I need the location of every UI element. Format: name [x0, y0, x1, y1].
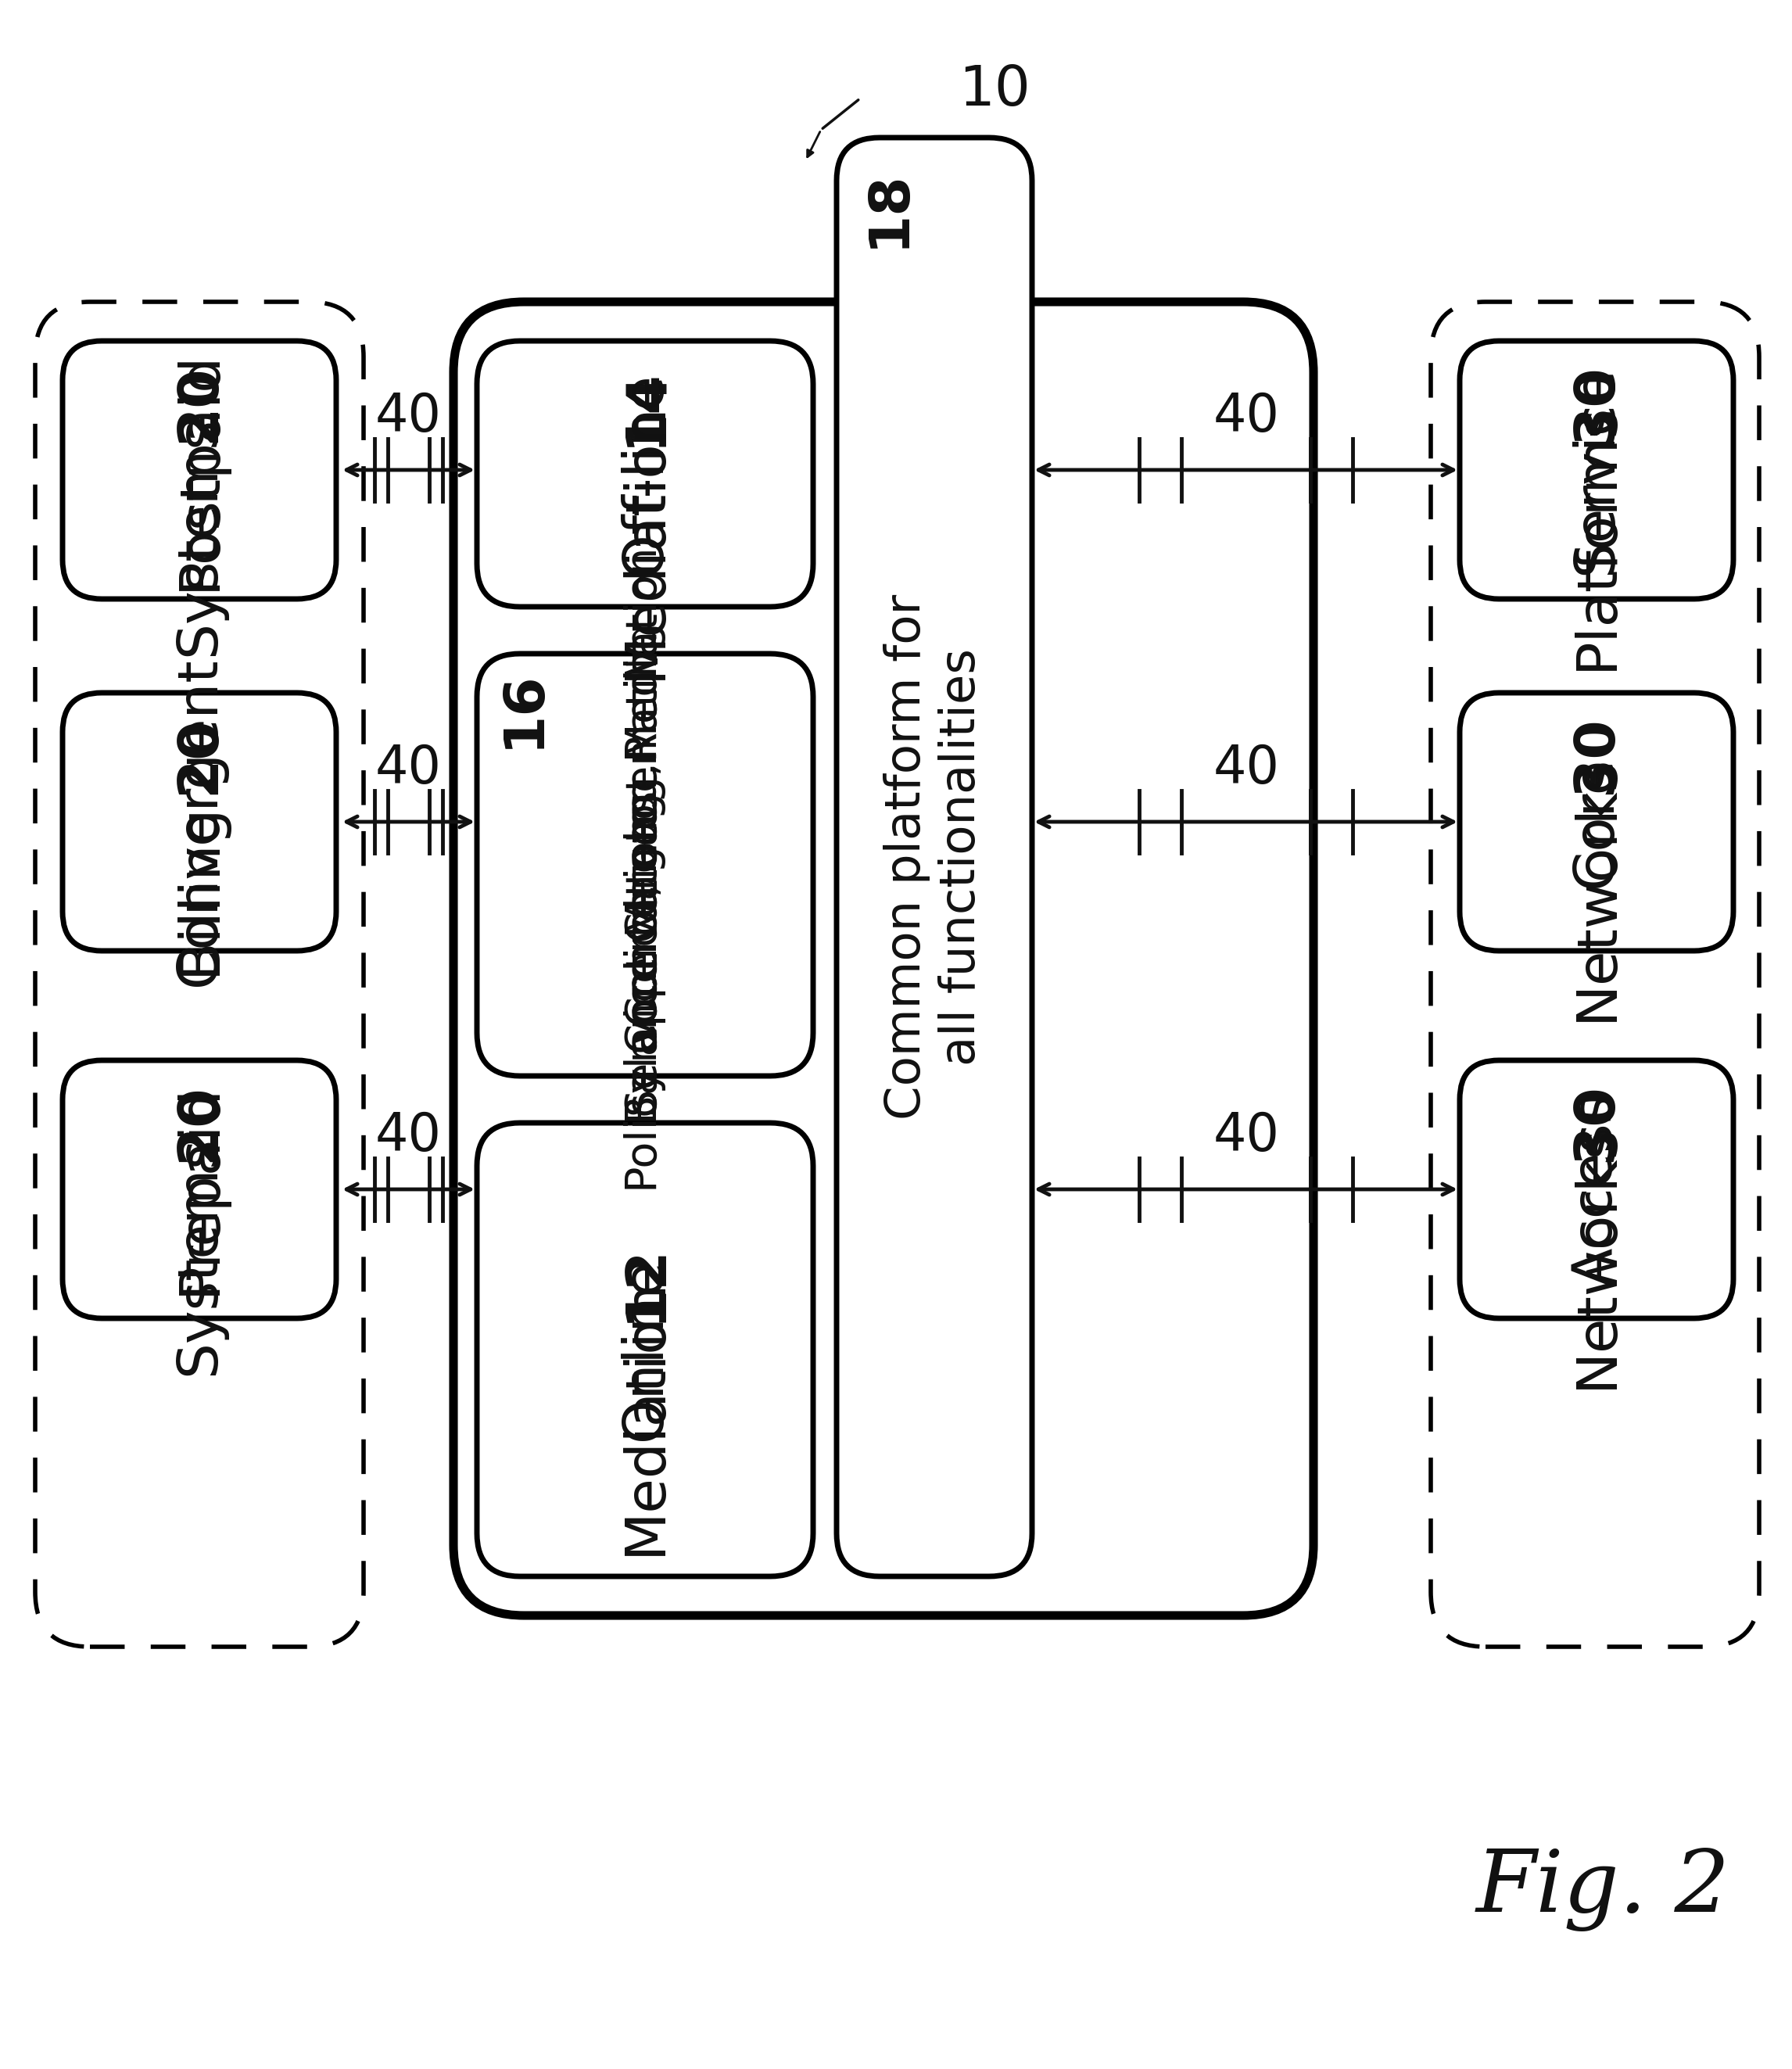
FancyBboxPatch shape: [36, 302, 364, 1647]
Text: 12: 12: [618, 1243, 672, 1322]
Text: Prepaid: Prepaid: [172, 1084, 226, 1295]
Text: 20: 20: [172, 364, 226, 443]
Text: Service: Service: [1570, 366, 1624, 575]
Text: Postpaid: Postpaid: [172, 350, 226, 590]
Text: 20: 20: [172, 716, 226, 794]
FancyBboxPatch shape: [1460, 693, 1733, 952]
Text: Systems: Systems: [172, 1136, 226, 1376]
Text: 40: 40: [375, 391, 441, 443]
FancyBboxPatch shape: [63, 693, 337, 952]
Text: 40: 40: [1213, 1111, 1279, 1163]
Text: Networks: Networks: [1570, 1123, 1624, 1388]
Text: 40: 40: [1213, 743, 1279, 794]
Text: 10: 10: [959, 64, 1030, 118]
Text: Platforms: Platforms: [1570, 403, 1624, 670]
Text: Mediation: Mediation: [618, 1277, 672, 1556]
Text: 40: 40: [375, 743, 441, 794]
FancyBboxPatch shape: [453, 302, 1314, 1616]
Text: Mediation: Mediation: [618, 401, 672, 679]
Text: Online: Online: [618, 1258, 672, 1440]
Text: Core: Core: [1570, 757, 1624, 888]
FancyBboxPatch shape: [1430, 302, 1760, 1647]
Text: 40: 40: [375, 1111, 441, 1163]
Text: Systems: Systems: [172, 416, 226, 656]
Text: 30: 30: [1570, 716, 1624, 794]
Text: Fig. 2: Fig. 2: [1475, 1848, 1729, 1930]
Text: 18: 18: [862, 170, 916, 248]
Text: 14: 14: [618, 368, 672, 447]
Text: 30: 30: [1570, 1084, 1624, 1163]
FancyBboxPatch shape: [837, 139, 1032, 1577]
Text: 16: 16: [496, 670, 550, 749]
Text: Policy Control, etc.: Policy Control, etc.: [624, 788, 667, 1192]
Text: Convergent Mediation: Convergent Mediation: [624, 546, 667, 1026]
FancyBboxPatch shape: [477, 1123, 814, 1577]
Text: Off-line: Off-line: [618, 372, 672, 575]
Text: applications: Rating: applications: Rating: [624, 623, 667, 1053]
FancyBboxPatch shape: [1460, 341, 1733, 598]
Text: Networks: Networks: [1570, 755, 1624, 1020]
FancyBboxPatch shape: [477, 654, 814, 1076]
Text: 40: 40: [1213, 391, 1279, 443]
FancyBboxPatch shape: [477, 341, 814, 606]
Text: Access: Access: [1570, 1092, 1624, 1287]
Text: Convergent: Convergent: [172, 658, 226, 987]
Text: Billing: Billing: [172, 803, 226, 974]
FancyBboxPatch shape: [1460, 1059, 1733, 1318]
Text: Common platform for
all functionalities: Common platform for all functionalities: [883, 594, 986, 1119]
Text: Balance Management: Balance Management: [624, 652, 667, 1126]
FancyBboxPatch shape: [63, 1059, 337, 1318]
Text: 20: 20: [172, 1084, 226, 1163]
FancyBboxPatch shape: [63, 341, 337, 598]
Text: Service Catalog,: Service Catalog,: [624, 761, 667, 1117]
Text: 30: 30: [1570, 364, 1624, 443]
